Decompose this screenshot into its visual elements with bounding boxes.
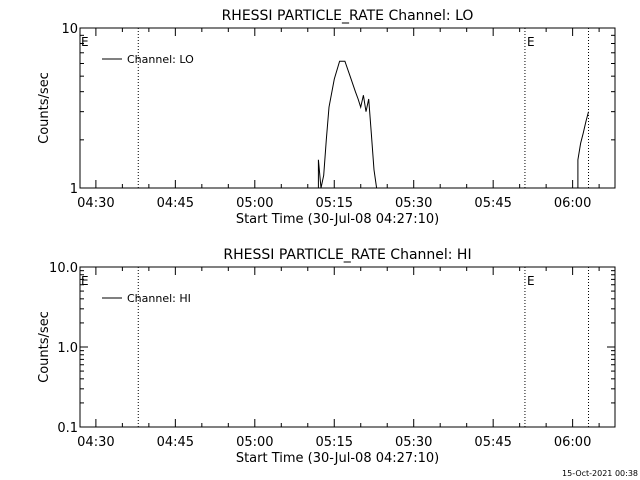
panel2-x-tick-label-1: 04:45: [157, 435, 194, 450]
panel2-edge-marker: E: [81, 274, 89, 288]
panel1-x-tick-label-0: 04:30: [77, 196, 114, 211]
panel1-x-tick-label-3: 05:15: [316, 196, 353, 211]
panel1-series-line-0: [317, 60, 378, 189]
panel2-x-tick-label-5: 05:45: [474, 435, 511, 450]
panel1-title: RHESSI PARTICLE_RATE Channel: LO: [222, 8, 474, 24]
panel1-series-line-1: [577, 111, 589, 188]
panel2-y-axis-label: Counts/sec: [37, 311, 52, 383]
panel2-x-tick-label-6: 06:00: [554, 435, 591, 450]
panel1-x-tick-label-6: 06:00: [554, 196, 591, 211]
panel2-x-tick-label-3: 05:15: [316, 435, 353, 450]
panel2-legend-label-0: Channel: HI: [127, 292, 191, 305]
panel2-x-tick-label-2: 05:00: [236, 435, 273, 450]
panel2-x-axis-label: Start Time (30-Jul-08 04:27:10): [236, 451, 439, 466]
footer-timestamp: 15-Oct-2021 00:38: [562, 469, 638, 478]
panel2-event-label-1: E: [527, 274, 535, 288]
panel1-x-axis-label: Start Time (30-Jul-08 04:27:10): [236, 212, 439, 227]
panel1-x-tick-label-2: 05:00: [236, 196, 273, 211]
panel1-y-tick-label-0: 1: [70, 182, 78, 197]
panel1-x-tick-label-5: 05:45: [474, 196, 511, 211]
panel1-x-tick-label-1: 04:45: [157, 196, 194, 211]
panel1-axes-frame: [79, 27, 616, 189]
panel2-x-tick-label-4: 05:30: [395, 435, 432, 450]
panel2-y-tick-label-0: 0.1: [57, 421, 78, 436]
panel2-y-tick-label-1: 1.0: [57, 341, 78, 356]
panel2-y-tick-label-2: 10.0: [49, 261, 78, 276]
panel2-axes-frame: [79, 266, 616, 428]
panel1-legend-label-0: Channel: LO: [127, 53, 194, 66]
panel2-title: RHESSI PARTICLE_RATE Channel: HI: [223, 247, 471, 263]
panel1-edge-marker: E: [81, 35, 89, 49]
panel1-event-label-1: E: [527, 35, 535, 49]
panel1-y-tick-label-1: 10: [61, 22, 78, 37]
panel1-y-axis-label: Counts/sec: [37, 72, 52, 144]
panel1-x-tick-label-4: 05:30: [395, 196, 432, 211]
panel2-x-tick-label-0: 04:30: [77, 435, 114, 450]
